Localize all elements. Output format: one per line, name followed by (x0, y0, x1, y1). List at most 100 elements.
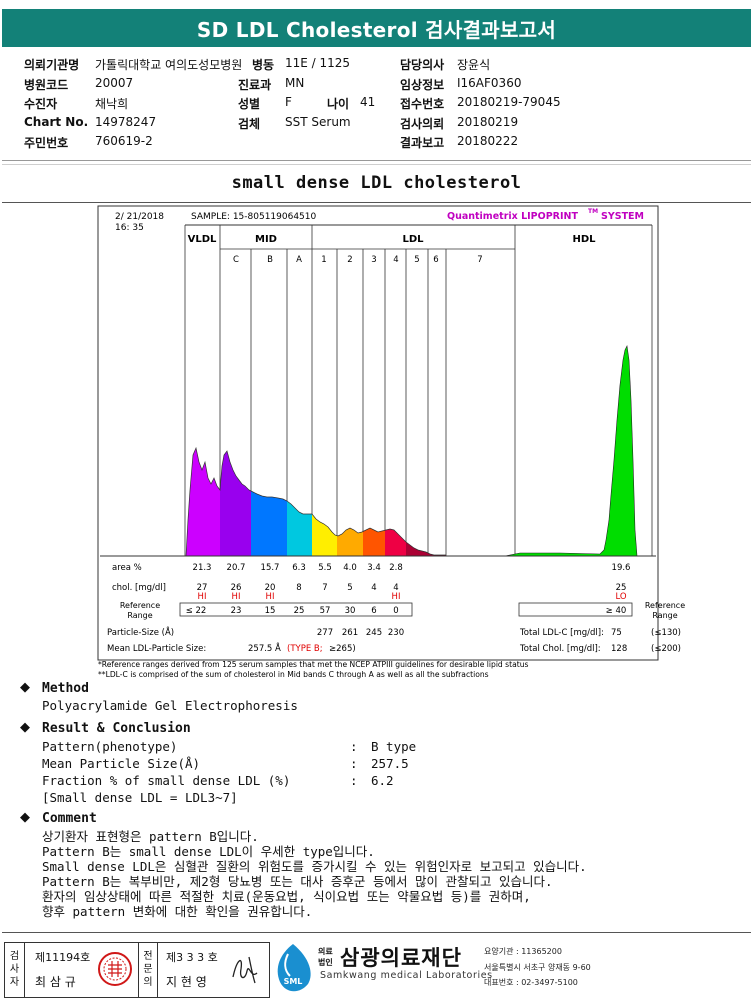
info-value-institution: 가톨릭대학교 여의도성모병원 (95, 58, 243, 72)
ref-hdl: ≥ 40 (606, 606, 627, 616)
chol-b: 20 (265, 583, 276, 593)
inspector-seal-icon (98, 952, 132, 986)
ref-b: 15 (265, 606, 276, 616)
result-pattern-colon: : (350, 739, 358, 754)
ref-box-hdl (518, 602, 633, 617)
method-text: Polyacrylamide Gel Electrophoresis (42, 698, 298, 713)
result-fraction-colon: : (350, 773, 358, 788)
chol-c: 26 (231, 583, 242, 593)
ps-label: Particle-Size (Å) (107, 626, 174, 638)
result-fraction-value: 6.2 (371, 773, 394, 788)
group-label-ldl: LDL (402, 234, 424, 245)
section-title-underline (2, 202, 751, 203)
corp-type-1: 의료 (318, 947, 333, 956)
band-label-4: 4 (393, 255, 398, 265)
info-label-resident-no: 주민번호 (24, 136, 69, 150)
report-brand-tm: TM (588, 208, 598, 215)
specialist-signature-icon (232, 956, 258, 984)
footer-divider (2, 932, 751, 933)
chol-2: 5 (347, 583, 352, 593)
ref-c: 23 (231, 606, 242, 616)
area-2: 4.0 (343, 563, 357, 573)
comment-bullet-icon: ◆ (20, 810, 30, 825)
result-bullet-icon: ◆ (20, 720, 30, 735)
group-label-vldl: VLDL (188, 234, 217, 245)
info-label-specimen: 검체 (238, 117, 261, 131)
total-chol-ref: (≤200) (651, 644, 681, 654)
report-title: SD LDL Cholesterol 검사결과보고서 (2, 9, 751, 47)
area-c: 20.7 (227, 563, 246, 573)
corp-type: 의료 법인 (318, 946, 333, 968)
report-frame (97, 205, 659, 661)
chol-3: 4 (371, 583, 376, 593)
ref-box-ldl (179, 602, 413, 617)
band-label-6: 6 (433, 255, 438, 265)
specialist-number: 제3 3 3 호 (166, 951, 218, 964)
sml-logo-icon: SML (277, 944, 311, 992)
comment-line-6: 향후 pattern 변화에 대한 확인을 권유합니다. (42, 904, 313, 919)
corp-info-3: 대표번호 : 02-3497-5100 (484, 978, 578, 987)
trace-hdl (504, 345, 638, 557)
method-heading: Method (42, 681, 89, 696)
note-reference: *Reference ranges derived from 125 serum… (98, 660, 529, 669)
group-label-hdl: HDL (572, 234, 596, 245)
info-value-sex: F (285, 95, 292, 109)
band-label-2: 2 (347, 255, 352, 265)
specialist-name: 지 현 영 (166, 975, 207, 989)
mean-label: Mean LDL-Particle Size: (107, 644, 206, 654)
info-value-ward: 11E / 1125 (285, 56, 351, 70)
ref-2: 30 (345, 606, 356, 616)
total-ldl-label: Total LDL-C [mg/dl]: (519, 628, 604, 638)
result-size-value: 257.5 (371, 756, 409, 771)
corp-info-1: 요양기관 : 11365200 (484, 947, 562, 956)
sml-logo-text: SML (284, 977, 303, 986)
trace-outline (185, 446, 446, 557)
ref-label-right-2: Range (652, 611, 677, 620)
chol-flag-hdl: LO (615, 592, 626, 602)
report-brand-system: SYSTEM (601, 211, 644, 222)
ps-3: 245 (366, 628, 382, 638)
chol-label: chol. [mg/dl] (112, 583, 166, 593)
corp-name: 삼광의료재단 (340, 946, 462, 970)
chol-vldl: 27 (197, 583, 208, 593)
band-label-c: C (233, 255, 239, 265)
area-4: 2.8 (389, 563, 403, 573)
total-chol-value: 128 (611, 644, 627, 654)
chol-4: 4 (393, 583, 398, 593)
ps-2: 261 (342, 628, 358, 638)
ref-label-right-1: Reference (645, 601, 685, 610)
band-label-b: B (267, 255, 273, 265)
info-value-resident-no: 760619-2 (95, 134, 153, 148)
mean-type: (TYPE B; (287, 644, 323, 654)
info-label-ward: 병동 (252, 58, 275, 72)
ref-label-1: Reference (120, 601, 160, 610)
info-label-clinical-info: 임상정보 (400, 78, 445, 92)
result-pattern-value: B type (371, 739, 417, 754)
result-size-label: Mean Particle Size(Å) (42, 756, 201, 771)
mean-ref: ≥265) (329, 644, 356, 654)
chol-a: 8 (296, 583, 301, 593)
chol-flag-vldl: HI (198, 592, 207, 602)
ref-vldl: ≤ 22 (186, 606, 207, 616)
area-3: 3.4 (367, 563, 381, 573)
area-a: 6.3 (292, 563, 306, 573)
ref-1: 57 (320, 606, 331, 616)
band-label-1: 1 (321, 255, 326, 265)
patient-info: 의뢰기관명 가톨릭대학교 여의도성모병원 병원코드 20007 수진자 채낙희 … (0, 0, 753, 160)
info-label-patient: 수진자 (24, 97, 58, 111)
specialist-label: 전문의 (138, 943, 158, 997)
report-time: 16: 35 (115, 223, 144, 233)
info-label-sex: 성별 (238, 97, 261, 111)
band-label-5: 5 (414, 255, 419, 265)
info-value-hospital-code: 20007 (95, 76, 134, 90)
total-ldl-ref: (≤130) (651, 628, 681, 638)
corp-info-2: 서울특별시 서초구 양재동 9-60 (484, 963, 591, 972)
comment-line-1: 상기환자 표현형은 pattern B입니다. (42, 829, 259, 844)
result-note: [Small dense LDL = LDL3~7] (42, 790, 238, 805)
area-hdl: 19.6 (612, 563, 631, 573)
corp-english-name: Samkwang medical Laboratories (320, 970, 493, 981)
note-ldl: **LDL-C is comprised of the sum of chole… (98, 670, 489, 679)
info-value-request-date: 20180219 (457, 115, 519, 129)
result-pattern-label: Pattern(phenotype) (42, 739, 178, 754)
section-title: small dense LDL cholesterol (231, 173, 522, 193)
